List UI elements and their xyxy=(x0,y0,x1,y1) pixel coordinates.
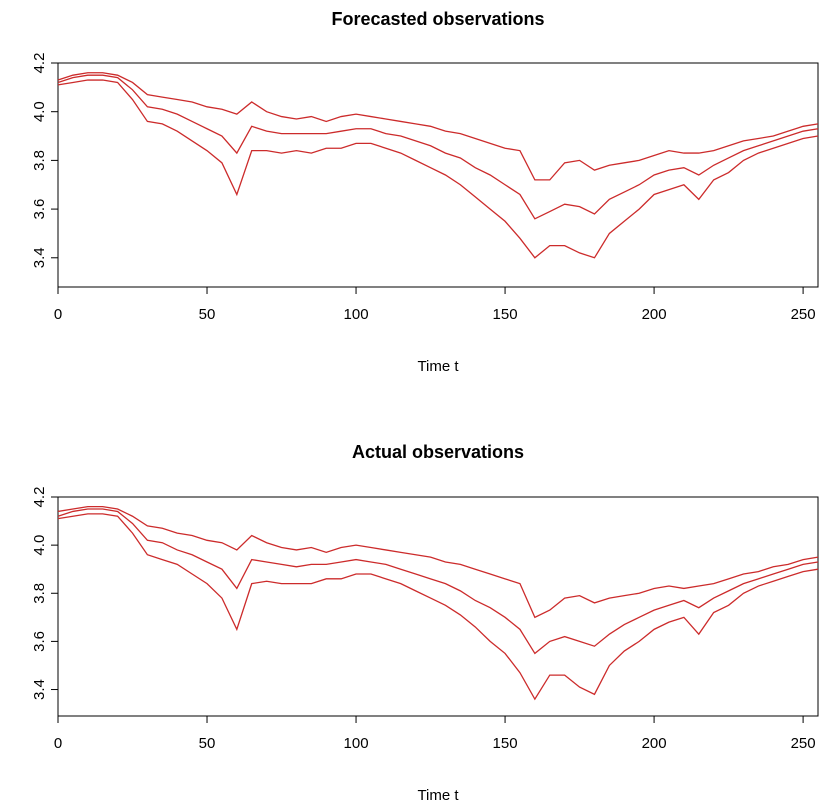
x-tick-label: 0 xyxy=(54,306,62,323)
y-tick-label: 4.0 xyxy=(31,101,48,122)
series-line xyxy=(57,79,819,259)
x-tick-label: 0 xyxy=(54,735,62,752)
x-tick-label: 50 xyxy=(199,735,216,752)
x-tick-label: 50 xyxy=(199,306,216,323)
y-tick-label: 4.0 xyxy=(31,535,48,556)
chart-title: Actual observations xyxy=(352,442,524,462)
x-tick-label: 100 xyxy=(344,735,369,752)
x-tick-label: 150 xyxy=(493,306,518,323)
y-tick-label: 3.6 xyxy=(31,631,48,652)
plot-frame xyxy=(57,62,819,288)
x-tick-label: 200 xyxy=(642,306,667,323)
y-tick-label: 3.8 xyxy=(31,583,48,604)
chart-title: Forecasted observations xyxy=(331,9,544,29)
y-tick-label: 4.2 xyxy=(31,487,48,508)
y-tick-label: 3.8 xyxy=(31,150,48,171)
x-axis-label: Time t xyxy=(417,787,459,804)
series-line xyxy=(57,508,819,655)
y-tick-label: 3.4 xyxy=(31,247,48,268)
x-tick-label: 150 xyxy=(493,735,518,752)
series-line xyxy=(57,513,819,701)
series-line xyxy=(57,505,819,619)
y-tick-label: 3.4 xyxy=(31,679,48,700)
y-tick-label: 4.2 xyxy=(31,53,48,74)
plot-frame xyxy=(57,496,819,717)
x-tick-label: 250 xyxy=(791,306,816,323)
y-tick-label: 3.6 xyxy=(31,199,48,220)
series-line xyxy=(57,72,819,181)
series-line xyxy=(57,74,819,220)
x-tick-label: 100 xyxy=(344,306,369,323)
x-tick-label: 200 xyxy=(642,735,667,752)
x-tick-label: 250 xyxy=(791,735,816,752)
x-axis-label: Time t xyxy=(417,358,459,375)
